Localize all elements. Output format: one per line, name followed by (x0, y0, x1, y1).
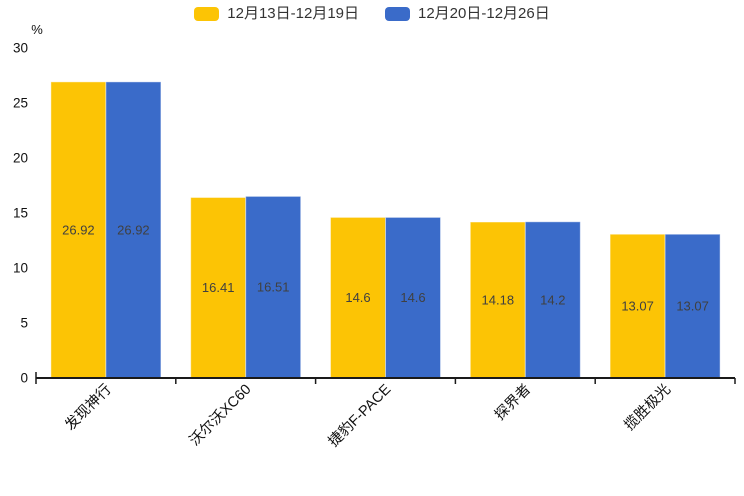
bar-week2 (385, 216, 441, 379)
bar-week2 (664, 233, 721, 379)
legend-item-week1[interactable]: 12月13日-12月19日 (194, 6, 359, 21)
bar-value-label: 14.6 (345, 290, 370, 305)
bar-week1 (330, 216, 386, 379)
bar-value-label: 13.07 (676, 299, 709, 314)
x-axis-category-label: 发现神行 (62, 381, 115, 434)
y-axis-unit-label: % (31, 22, 43, 37)
y-axis-tick-label: 15 (13, 206, 28, 221)
y-axis-tick-label: 30 (13, 41, 28, 56)
chart-legend: 12月13日-12月19日 12月20日-12月26日 (0, 6, 744, 21)
bar-value-label: 14.6 (400, 290, 425, 305)
x-axis-category-label: 揽胜极光 (621, 381, 674, 434)
bar-week1 (50, 81, 107, 379)
legend-item-week2[interactable]: 12月20日-12月26日 (385, 6, 550, 21)
bar-week2 (524, 221, 581, 379)
y-axis-tick-label: 25 (13, 96, 28, 111)
bar-week2 (245, 195, 302, 379)
y-axis-tick-label: 20 (13, 151, 28, 166)
y-axis-tick-label: 5 (20, 316, 28, 331)
bar-value-label: 13.07 (621, 299, 654, 314)
legend-swatch-blue (385, 6, 410, 21)
bar-value-label: 14.2 (540, 292, 565, 307)
bar-week2 (105, 81, 162, 379)
y-axis-tick-label: 0 (20, 371, 28, 386)
x-axis-category-label: 探界者 (491, 381, 534, 424)
legend-label: 12月20日-12月26日 (418, 5, 550, 22)
legend-label: 12月13日-12月19日 (227, 5, 359, 22)
bar-value-label: 26.92 (62, 222, 95, 237)
bar-value-label: 14.18 (482, 293, 515, 308)
bar-value-label: 26.92 (117, 222, 150, 237)
legend-swatch-yellow (194, 6, 220, 21)
x-axis-category-label: 沃尔沃XC60 (186, 381, 254, 449)
y-axis-tick-label: 10 (13, 261, 28, 276)
bar-week1 (190, 196, 247, 379)
bar-value-label: 16.51 (257, 280, 290, 295)
bar-value-label: 16.41 (202, 280, 235, 295)
x-axis-category-label: 捷豹F-PACE (325, 381, 395, 451)
